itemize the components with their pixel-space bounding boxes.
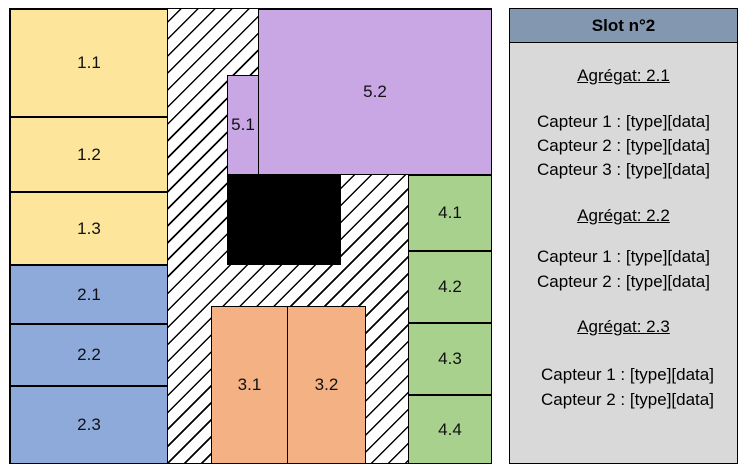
zone-2-2-label: 2.2 bbox=[77, 345, 101, 364]
zone-4-1[interactable]: 4.1 bbox=[408, 175, 492, 251]
sensor-line: Capteur 3 : [type][data] bbox=[537, 160, 710, 179]
zone-5-1-label: 5.1 bbox=[231, 115, 255, 134]
floor-plan: 1.1 1.2 1.3 2.1 2.2 2.3 5.1 5.2 4.1 4.2 … bbox=[9, 8, 492, 464]
zone-4-4[interactable]: 4.4 bbox=[408, 395, 492, 464]
slot-panel: Slot n°2 Agrégat: 2.1 Capteur 1 : [type]… bbox=[509, 8, 738, 464]
zone-4-3[interactable]: 4.3 bbox=[408, 323, 492, 395]
zone-1-3[interactable]: 1.3 bbox=[10, 192, 168, 265]
sensor-line: Capteur 2 : [type][data] bbox=[541, 390, 714, 409]
zone-1-2-label: 1.2 bbox=[77, 144, 101, 164]
sensor-line: Capteur 2 : [type][data] bbox=[537, 272, 710, 291]
zone-3-1[interactable]: 3.1 bbox=[211, 306, 288, 464]
zone-2-3[interactable]: 2.3 bbox=[10, 386, 168, 464]
zone-4-4-label: 4.4 bbox=[438, 419, 462, 439]
zone-3-2-label: 3.2 bbox=[314, 375, 339, 394]
zone-3-2[interactable]: 3.2 bbox=[287, 306, 366, 464]
zone-5-2-label: 5.2 bbox=[363, 82, 387, 101]
zone-4-2-label: 4.2 bbox=[438, 277, 462, 296]
aggregate-title: Agrégat: 2.2 bbox=[577, 206, 670, 225]
slot-title: Slot n°2 bbox=[510, 9, 737, 43]
zone-4-3-label: 4.3 bbox=[438, 349, 462, 368]
zone-1-2[interactable]: 1.2 bbox=[10, 117, 168, 192]
zone-3-1-label: 3.1 bbox=[237, 375, 262, 394]
zone-2-3-label: 2.3 bbox=[77, 415, 101, 434]
zone-2-1-label: 2.1 bbox=[77, 284, 101, 304]
sensor-line: Capteur 1 : [type][data] bbox=[537, 112, 710, 131]
sensor-line: Capteur 1 : [type][data] bbox=[541, 365, 714, 384]
zone-2-2[interactable]: 2.2 bbox=[10, 324, 168, 386]
zone-2-1[interactable]: 2.1 bbox=[10, 265, 168, 324]
zone-5-2[interactable]: 5.2 bbox=[258, 9, 492, 175]
sensor-line: Capteur 2 : [type][data] bbox=[537, 136, 710, 155]
zone-1-1[interactable]: 1.1 bbox=[10, 9, 168, 117]
aggregate-title: Agrégat: 2.1 bbox=[577, 66, 670, 85]
zone-5-1[interactable]: 5.1 bbox=[227, 75, 259, 175]
sensor-line: Capteur 1 : [type][data] bbox=[537, 247, 710, 266]
zone-4-1-label: 4.1 bbox=[438, 203, 462, 222]
aggregate-title: Agrégat: 2.3 bbox=[577, 317, 670, 336]
zone-4-2[interactable]: 4.2 bbox=[408, 251, 492, 323]
zone-1-1-label: 1.1 bbox=[77, 53, 101, 72]
zone-1-3-label: 1.3 bbox=[77, 218, 101, 238]
black-block bbox=[227, 175, 341, 265]
